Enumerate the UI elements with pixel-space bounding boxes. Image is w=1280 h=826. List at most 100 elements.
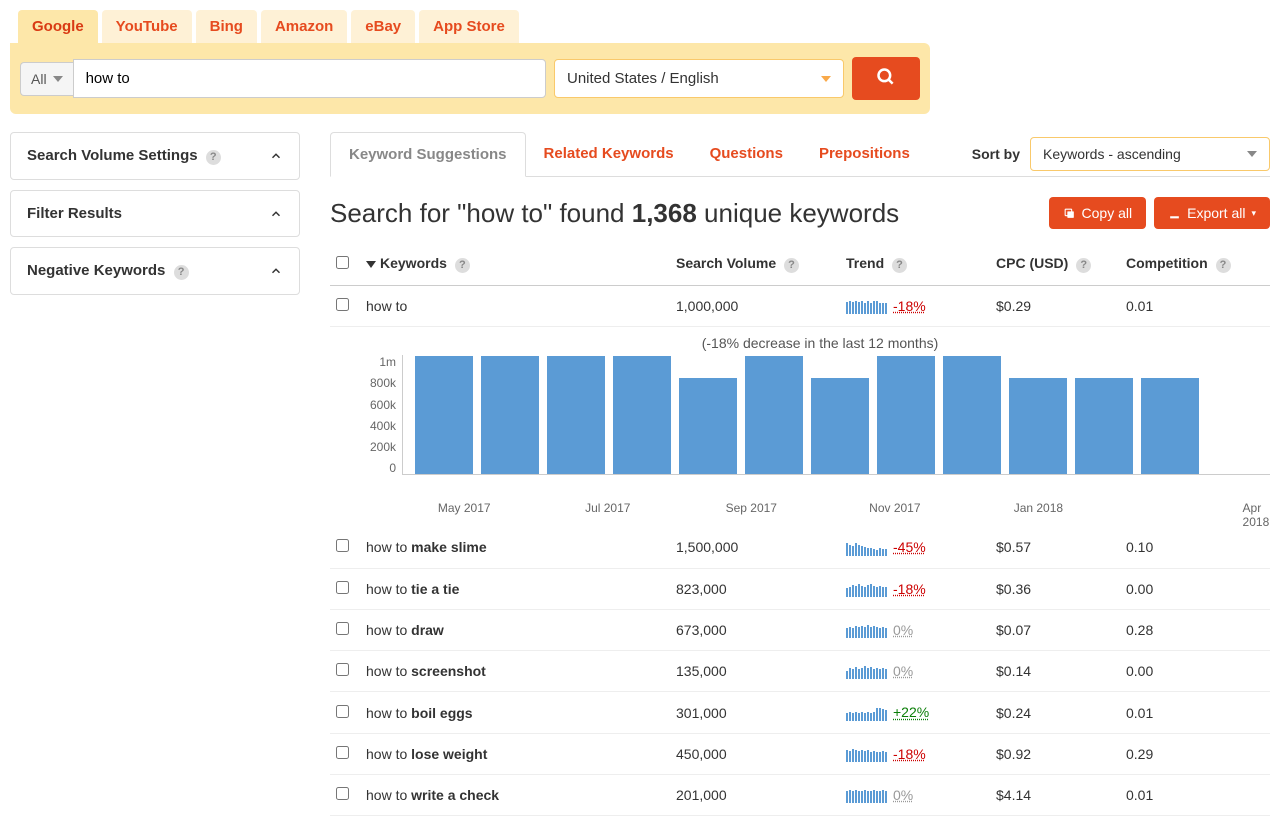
country-label: United States / English (567, 70, 719, 87)
cell-cpc: $0.92 (996, 746, 1126, 762)
cell-trend: 0% (846, 787, 996, 803)
cell-cpc: $0.57 (996, 539, 1126, 555)
subtab[interactable]: Questions (692, 132, 801, 176)
cell-trend: 0% (846, 663, 996, 679)
cell-search-volume: 450,000 (676, 746, 846, 762)
cell-cpc: $4.14 (996, 787, 1126, 803)
chart-xaxis: May 2017Jul 2017Sep 2017Nov 2017Jan 2018… (370, 501, 1270, 517)
cell-trend: -18% (846, 581, 996, 597)
cell-keyword: how to boil eggs (366, 705, 676, 721)
engine-tab-app-store[interactable]: App Store (419, 10, 519, 43)
sort-label: Sort by (972, 146, 1020, 162)
cell-keyword: how to write a check (366, 787, 676, 803)
chevron-up-icon (269, 207, 283, 221)
help-icon[interactable]: ? (206, 150, 221, 165)
country-select[interactable]: United States / English (554, 59, 844, 98)
col-keywords[interactable]: Keywords ? (366, 255, 676, 273)
chevron-up-icon (269, 264, 283, 278)
engine-tab-google[interactable]: Google (18, 10, 98, 43)
sparkline (846, 665, 887, 679)
chart-bar (1009, 378, 1067, 475)
row-checkbox[interactable] (336, 622, 349, 635)
help-icon[interactable]: ? (784, 258, 799, 273)
heading-row: Search for "how to" found 1,368 unique k… (330, 197, 1270, 229)
sparkline (846, 624, 887, 638)
search-input[interactable] (73, 59, 546, 98)
cell-cpc: $0.29 (996, 298, 1126, 314)
cell-competition: 0.29 (1126, 746, 1246, 762)
cell-trend: +22% (846, 704, 996, 720)
sort-area: Sort by Keywords - ascending (972, 137, 1270, 171)
cell-keyword: how to draw (366, 622, 676, 638)
table-row: how to make slime1,500,000-45%$0.570.10 (330, 527, 1270, 568)
action-buttons: Copy all Export all ▾ (1049, 197, 1270, 229)
table-row: how to boil eggs301,000+22%$0.240.01 (330, 692, 1270, 733)
chevron-down-icon (1247, 151, 1257, 157)
cell-search-volume: 673,000 (676, 622, 846, 638)
table-row: how to lose weight450,000-18%$0.920.29 (330, 734, 1270, 775)
cell-keyword: how to screenshot (366, 663, 676, 679)
sidebar-panel[interactable]: Negative Keywords ? (10, 247, 300, 295)
subtab[interactable]: Related Keywords (526, 132, 692, 176)
sidebar-panel[interactable]: Search Volume Settings ? (10, 132, 300, 180)
row-checkbox[interactable] (336, 581, 349, 594)
help-icon[interactable]: ? (1076, 258, 1091, 273)
table-header: Keywords ? Search Volume ? Trend ? CPC (… (330, 243, 1270, 286)
cell-keyword: how to (366, 298, 676, 314)
row-checkbox[interactable] (336, 539, 349, 552)
trend-chart: (-18% decrease in the last 12 months) 1m… (330, 327, 1270, 527)
search-button[interactable] (852, 57, 920, 100)
chart-yaxis: 1m800k600k400k200k0 (370, 355, 402, 475)
sort-select[interactable]: Keywords - ascending (1030, 137, 1270, 171)
cell-keyword: how to tie a tie (366, 581, 676, 597)
cell-search-volume: 201,000 (676, 787, 846, 803)
cell-trend: -18% (846, 298, 996, 314)
engine-tab-youtube[interactable]: YouTube (102, 10, 192, 43)
engine-tabs: GoogleYouTubeBingAmazoneBayApp Store (10, 10, 1270, 43)
col-search-volume[interactable]: Search Volume ? (676, 255, 846, 273)
keywords-table: Keywords ? Search Volume ? Trend ? CPC (… (330, 243, 1270, 816)
sparkline (846, 583, 887, 597)
help-icon[interactable]: ? (892, 258, 907, 273)
row-checkbox[interactable] (336, 663, 349, 676)
chart-title: (-18% decrease in the last 12 months) (370, 335, 1270, 351)
export-all-button[interactable]: Export all ▾ (1154, 197, 1270, 229)
subtabs-row: Keyword SuggestionsRelated KeywordsQuest… (330, 132, 1270, 177)
help-icon[interactable]: ? (1216, 258, 1231, 273)
col-cpc[interactable]: CPC (USD) ? (996, 255, 1126, 273)
cell-competition: 0.01 (1126, 298, 1246, 314)
select-all-checkbox[interactable] (336, 256, 349, 269)
category-select[interactable]: All (20, 62, 73, 96)
caret-down-icon: ▾ (1251, 208, 1256, 219)
copy-all-button[interactable]: Copy all (1049, 197, 1147, 229)
engine-tab-bing[interactable]: Bing (196, 10, 257, 43)
cell-competition: 0.00 (1126, 581, 1246, 597)
engine-tab-ebay[interactable]: eBay (351, 10, 415, 43)
row-checkbox[interactable] (336, 298, 349, 311)
help-icon[interactable]: ? (455, 258, 470, 273)
cell-keyword: how to make slime (366, 539, 676, 555)
chart-bar (1075, 378, 1133, 475)
cell-competition: 0.10 (1126, 539, 1246, 555)
engine-tab-amazon[interactable]: Amazon (261, 10, 347, 43)
chart-bar (415, 356, 473, 474)
row-checkbox[interactable] (336, 705, 349, 718)
col-competition[interactable]: Competition ? (1126, 255, 1246, 273)
sidebar-panel[interactable]: Filter Results (10, 190, 300, 237)
sidebar: Search Volume Settings ? Filter Results Ne… (10, 132, 300, 816)
row-checkbox[interactable] (336, 787, 349, 800)
search-bar: All United States / English (10, 43, 930, 114)
subtab[interactable]: Prepositions (801, 132, 928, 176)
cell-competition: 0.28 (1126, 622, 1246, 638)
chart-bar (811, 378, 869, 475)
cell-search-volume: 301,000 (676, 705, 846, 721)
subtab[interactable]: Keyword Suggestions (330, 132, 526, 177)
chart-bar (679, 378, 737, 475)
help-icon[interactable]: ? (174, 265, 189, 280)
cell-trend: -18% (846, 746, 996, 762)
cell-trend: 0% (846, 622, 996, 638)
results-heading: Search for "how to" found 1,368 unique k… (330, 198, 899, 229)
main-content: Keyword SuggestionsRelated KeywordsQuest… (330, 132, 1270, 816)
col-trend[interactable]: Trend ? (846, 255, 996, 273)
row-checkbox[interactable] (336, 746, 349, 759)
